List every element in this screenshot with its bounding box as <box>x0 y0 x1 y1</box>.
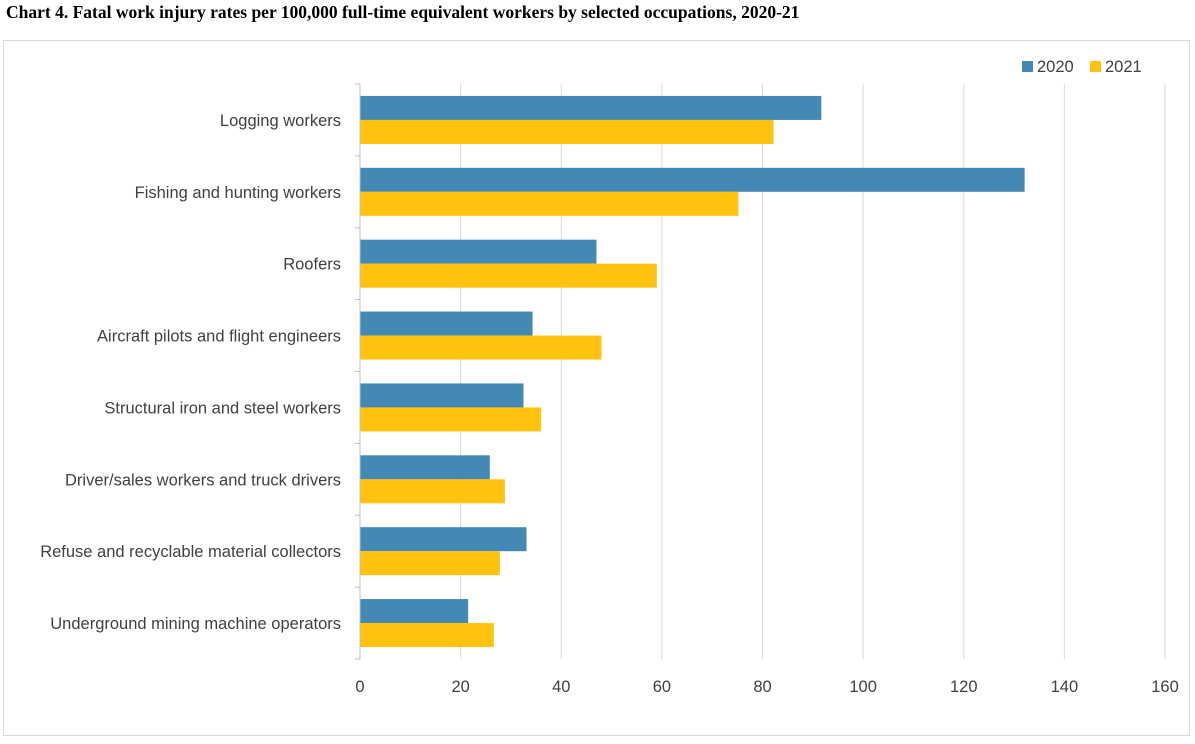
category-label: Structural iron and steel workers <box>104 399 341 417</box>
bar-2020 <box>360 599 469 624</box>
x-tick-label: 60 <box>653 678 671 696</box>
chart-title: Chart 4. Fatal work injury rates per 100… <box>6 2 800 22</box>
category-label: Aircraft pilots and flight engineers <box>97 328 341 346</box>
legend-swatch <box>1090 61 1101 72</box>
category-label: Roofers <box>283 256 341 274</box>
x-tick-label: 100 <box>849 678 877 696</box>
category-label: Underground mining machine operators <box>50 615 341 633</box>
chart-frame <box>3 40 1190 736</box>
category-label: Fishing and hunting workers <box>135 184 341 202</box>
bars <box>360 95 1025 648</box>
category-label: Refuse and recyclable material collector… <box>40 543 341 561</box>
bar-2020 <box>360 167 1025 192</box>
category-label: Logging workers <box>220 112 341 130</box>
bar-2021 <box>360 407 542 432</box>
category-label: Driver/sales workers and truck drivers <box>65 471 341 489</box>
x-tick-label: 40 <box>552 678 570 696</box>
legend-label: 2021 <box>1105 58 1142 76</box>
x-tick-label: 20 <box>451 678 469 696</box>
axes <box>355 83 361 660</box>
bar-2020 <box>360 383 524 408</box>
bar-2021 <box>360 119 774 144</box>
x-tick-label: 0 <box>355 678 364 696</box>
bar-2021 <box>360 551 500 576</box>
bar-2021 <box>360 335 602 360</box>
x-tick-label: 80 <box>753 678 771 696</box>
bar-2020 <box>360 527 527 552</box>
bar-2020 <box>360 311 533 336</box>
x-tick-label: 160 <box>1151 678 1179 696</box>
bar-2021 <box>360 263 657 288</box>
bar-2021 <box>360 191 739 216</box>
legend-label: 2020 <box>1037 58 1074 76</box>
legend: 2020 2021 <box>1022 58 1142 76</box>
legend-swatch <box>1022 61 1033 72</box>
x-tick-label: 120 <box>950 678 978 696</box>
category-labels: Logging workers Fishing and hunting worke… <box>40 112 341 633</box>
bar-2021 <box>360 623 494 648</box>
bar-2021 <box>360 479 505 504</box>
bar-2020 <box>360 239 597 264</box>
x-tick-label: 140 <box>1051 678 1079 696</box>
bar-2020 <box>360 95 822 120</box>
tick-labels: 0 20 40 60 80 100 120 140 160 <box>355 678 1178 696</box>
bar-2020 <box>360 455 490 480</box>
